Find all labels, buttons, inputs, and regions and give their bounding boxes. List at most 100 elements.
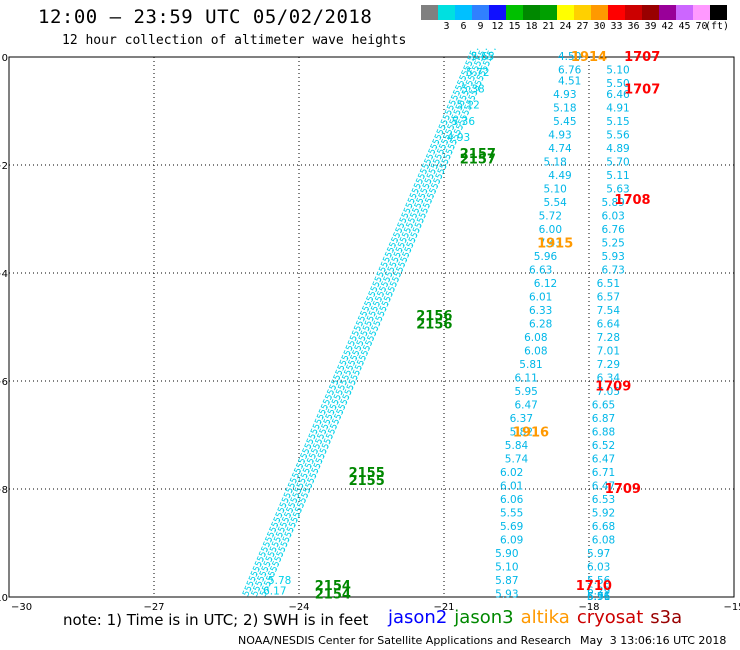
colorbar-swatch [693, 5, 710, 20]
track-point: 5. [241, 584, 255, 598]
track-point: 5. [297, 452, 311, 466]
track-point: 5. [343, 363, 357, 377]
data-label: 6.03 [601, 210, 624, 222]
track-point: 5. [269, 540, 283, 554]
track-point: 5. [336, 358, 350, 372]
track-point: 5. [389, 275, 403, 289]
track-point: 5. [308, 447, 322, 461]
data-label: 6.12 [534, 278, 557, 290]
track-point: 5. [469, 44, 483, 58]
x-tick-label: −21 [433, 602, 454, 613]
data-label: 6.34 [597, 372, 621, 384]
data-label: 4.89 [606, 143, 629, 155]
track-point: 5. [341, 388, 355, 402]
data-label: 6.29 [587, 586, 610, 598]
track-point: 5. [260, 540, 274, 554]
track-point: 5. [329, 398, 343, 412]
track-point: 5. [343, 383, 357, 397]
track-point: 5. [265, 550, 279, 564]
data-label: 5.10 [495, 561, 518, 573]
track-point: 5. [287, 496, 301, 510]
track-point: 5. [364, 334, 378, 348]
track-point: 5. [461, 103, 475, 117]
track-point: 5. [465, 74, 479, 88]
data-label: 6.17 [263, 586, 286, 598]
track-point: 5. [329, 417, 343, 431]
colorbar-swatch [676, 5, 693, 20]
track-point: 5. [433, 128, 447, 142]
colorbar-swatch [574, 5, 591, 20]
pass-annotation: 1916 [513, 425, 549, 440]
track-point: 5. [262, 535, 276, 549]
y-tick-label: 0 [2, 53, 8, 64]
track-point: 5. [275, 525, 289, 539]
track-point: 5. [434, 147, 448, 161]
track-point: 5. [378, 260, 392, 274]
track-point: 5. [429, 138, 443, 152]
data-label: 6.37 [510, 413, 533, 425]
data-label: 5.93 [601, 251, 624, 263]
track-point: 5. [331, 393, 345, 407]
track-point: 5. [453, 123, 467, 137]
track-point: 5. [258, 545, 272, 559]
track-point: 5. [438, 138, 452, 152]
track-point: 5. [367, 285, 381, 299]
data-label: 5.11 [606, 170, 629, 182]
track-point: 5. [346, 378, 360, 392]
pass-annotation: 1707 [624, 50, 660, 65]
data-label: 6.08 [524, 332, 547, 344]
data-label: 4.93 [447, 132, 470, 144]
track-point: 5. [323, 432, 337, 446]
data-label: 6.63 [529, 264, 552, 276]
track-point: 5. [349, 349, 363, 363]
track-point: 5. [356, 354, 370, 368]
track-point: 5. [306, 452, 320, 466]
track-point: 5. [310, 422, 324, 436]
track-point: 5. [471, 59, 485, 73]
track-point: 5. [376, 265, 390, 279]
x-tick-label: −18 [578, 602, 599, 613]
track-point: 5. [335, 383, 349, 397]
track-point: 5. [256, 570, 270, 584]
track-point: 5. [279, 535, 293, 549]
track-point: 5. [443, 147, 457, 161]
track-point: 5. [414, 216, 428, 230]
colorbar-label: 24 [559, 21, 572, 32]
track-point: 5. [374, 309, 388, 323]
track-point: 5. [459, 108, 473, 122]
pass-annotation: 1914 [571, 50, 607, 65]
track-point: 5. [419, 182, 433, 196]
pass-annotation: 1709 [595, 379, 631, 394]
track-point: 5. [450, 88, 464, 102]
data-label: 5.72 [466, 67, 489, 79]
track-point: 5. [334, 363, 348, 377]
chart-subtitle: 12 hour collection of altimeter wave hei… [62, 33, 407, 48]
data-label: 5.84 [505, 440, 529, 452]
y-tick-label: −8 [0, 485, 8, 496]
track-point: 5. [416, 211, 430, 225]
colorbar [421, 5, 727, 20]
track-point: 5. [345, 358, 359, 372]
data-label: 5.72 [539, 210, 562, 222]
track-point: 5. [321, 437, 335, 451]
pass-annotation: 1915 [537, 236, 573, 251]
track-point: 5. [324, 388, 338, 402]
track-point: 5. [420, 201, 434, 215]
track-point: 5. [464, 54, 478, 68]
data-label: 7.28 [597, 332, 620, 344]
x-tick-label: −15 [723, 602, 740, 613]
colorbar-label: 21 [542, 21, 555, 32]
data-label: 5.69 [500, 521, 523, 533]
data-label: 5.74 [505, 453, 529, 465]
track-point: 5. [388, 255, 402, 269]
track-point: 5. [335, 403, 349, 417]
track-point: 5. [380, 275, 394, 289]
pass-annotation: 2156 [416, 317, 452, 332]
track-point: 5. [462, 59, 476, 73]
track-point: 5. [380, 255, 394, 269]
data-label: 6.11 [514, 372, 537, 384]
track-point: 5. [275, 545, 289, 559]
track-point: 5. [314, 412, 328, 426]
data-label: 5.38 [461, 83, 484, 95]
data-label: 5.50 [606, 78, 629, 90]
